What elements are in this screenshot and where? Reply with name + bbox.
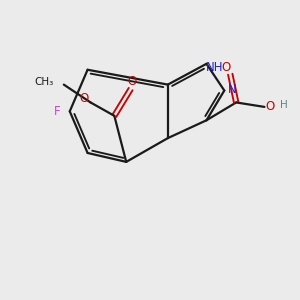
Text: NH: NH bbox=[206, 61, 224, 74]
Text: CH₃: CH₃ bbox=[34, 77, 53, 87]
Text: O: O bbox=[221, 61, 230, 74]
Text: F: F bbox=[54, 105, 61, 118]
Text: O: O bbox=[80, 92, 88, 105]
Text: H: H bbox=[280, 100, 288, 110]
Text: N: N bbox=[228, 82, 237, 96]
Text: O: O bbox=[128, 75, 137, 88]
Text: O: O bbox=[265, 100, 274, 113]
